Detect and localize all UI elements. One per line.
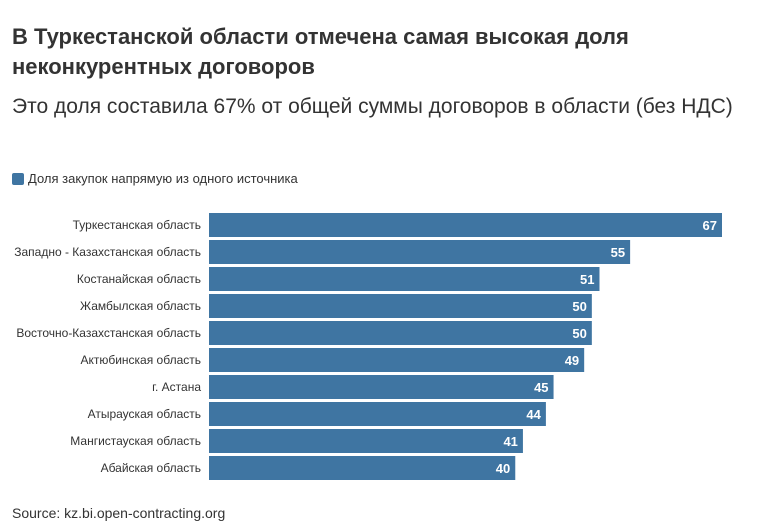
- bar: [209, 456, 516, 480]
- category-label: Актюбинская область: [80, 353, 201, 367]
- value-label: 45: [534, 380, 548, 395]
- category-label: Жамбылская область: [80, 299, 201, 313]
- chart-title: В Туркестанской области отмечена самая в…: [12, 24, 629, 79]
- value-label: 44: [526, 407, 541, 422]
- category-label: Абайская область: [101, 461, 201, 475]
- value-label: 50: [572, 299, 586, 314]
- category-label: Атырауская область: [88, 407, 201, 421]
- legend: Доля закупок напрямую из одного источник…: [12, 171, 298, 186]
- bar: [209, 375, 554, 399]
- bar: [209, 294, 592, 318]
- bar: [209, 429, 523, 453]
- value-label: 49: [565, 353, 579, 368]
- value-label: 41: [503, 434, 517, 449]
- chart-subtitle: Это доля составила 67% от общей суммы до…: [12, 95, 733, 118]
- legend-label: Доля закупок напрямую из одного источник…: [28, 171, 298, 186]
- category-label: Костанайская область: [77, 272, 201, 286]
- value-label: 67: [703, 218, 717, 233]
- bar: [209, 267, 600, 291]
- bar: [209, 213, 722, 237]
- source-note: Source: kz.bi.open-contracting.org: [12, 505, 226, 521]
- category-label: Мангистауская область: [70, 434, 201, 448]
- category-label: Восточно-Казахстанская область: [16, 326, 201, 340]
- value-label: 51: [580, 272, 594, 287]
- category-label: Западно - Казахстанская область: [14, 245, 201, 259]
- category-label: Туркестанская область: [73, 218, 201, 232]
- bar-chart: Туркестанская область 67 Западно - Казахст…: [14, 213, 722, 480]
- legend-swatch: [12, 172, 24, 185]
- category-label: г. Астана: [152, 380, 201, 394]
- bar: [209, 348, 585, 372]
- value-label: 55: [611, 245, 625, 260]
- bar: [209, 321, 592, 345]
- bar: [209, 240, 631, 264]
- value-label: 40: [496, 461, 510, 476]
- value-label: 50: [572, 326, 586, 341]
- bar: [209, 402, 546, 426]
